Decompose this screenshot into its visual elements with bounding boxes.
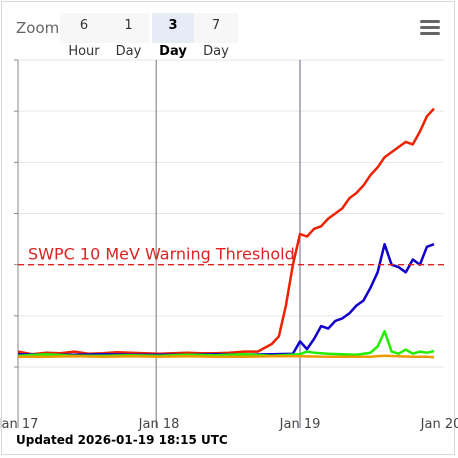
updated-timestamp: Updated 2026-01-19 18:15 UTC xyxy=(16,433,228,447)
x-tick-label: Jan 20 xyxy=(420,417,458,432)
zoom-label: Zoom xyxy=(16,19,60,37)
hamburger-menu-icon[interactable] xyxy=(418,18,442,38)
x-tick-label: Jan 18 xyxy=(138,417,180,432)
zoom-1-day-button[interactable]: 1 Day xyxy=(108,13,149,59)
x-tick-label: Jan 17 xyxy=(0,417,38,432)
zoom-7-day-button[interactable]: 7 Day xyxy=(194,13,238,59)
zoom-6-hour-button[interactable]: 6 Hour xyxy=(60,13,108,59)
series-line-3 xyxy=(18,354,435,359)
series-line-0 xyxy=(17,107,435,356)
threshold-label: SWPC 10 MeV Warning Threshold xyxy=(28,245,295,264)
zoom-3-day-button[interactable]: 3 Day xyxy=(152,13,194,59)
x-tick-label: Jan 19 xyxy=(279,417,321,432)
